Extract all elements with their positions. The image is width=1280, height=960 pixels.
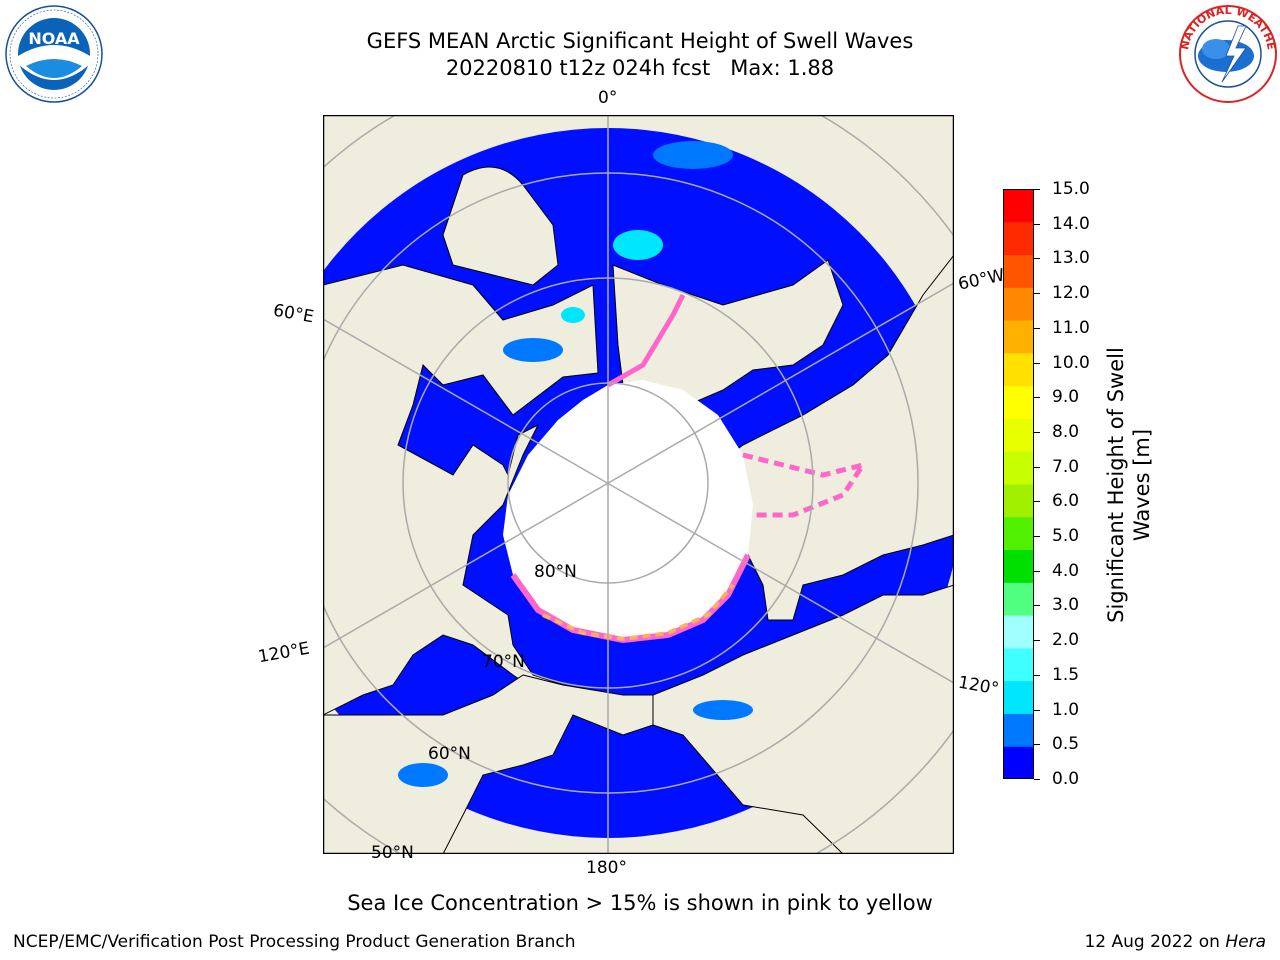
national-weather-service-logo: NATIONAL WEATHER SERVICE [1176,4,1278,103]
colorbar-tick-mark [1034,570,1040,572]
colorbar-segment [1003,582,1034,616]
sea-ice-edge-canadian-archipelago [742,452,869,518]
footer-machine: Hera [1225,932,1266,952]
colorbar-tick-label: 12.0 [1052,283,1090,304]
colorbar-segment [1003,418,1034,452]
colorbar-segment [1003,680,1034,714]
colorbar-segment [1003,221,1034,256]
colorbar-tick-mark [1034,293,1040,295]
swell-highlight-barents-sea [561,307,585,323]
colorbar-segment [1003,189,1034,223]
colorbar-tick-label: 11.0 [1052,317,1090,338]
colorbar-tick-mark [1034,779,1040,780]
scandinavia-landmass [442,166,559,286]
colorbar-label: Significant Height of Swell Waves [m] [1104,347,1154,623]
parallel-label-50n: 50°N [371,843,414,863]
colorbar-segment [1003,549,1034,583]
colorbar-tick-mark [1034,327,1040,329]
swell-patch-4 [693,700,753,720]
colorbar-tick-mark [1034,223,1040,225]
colorbar-tick-mark [1034,605,1040,607]
meridian-label-120w: 120° [956,672,1001,700]
svg-text:NOAA: NOAA [28,29,80,48]
polar-stereographic-map [323,115,954,854]
colorbar-segment [1003,254,1034,288]
colorbar-tick-mark [1034,501,1040,503]
graticule [323,115,954,854]
swell-patch-1 [653,141,733,169]
arctic-sea-ice [503,380,753,640]
colorbar-segment [1003,484,1034,518]
parallel-label-60n: 60°N [428,744,471,764]
swell-patch-2 [503,338,563,362]
colorbar-segment [1003,287,1034,321]
colorbar-tick-label: 15.0 [1052,179,1090,199]
colorbar-border [1003,189,1034,779]
colorbar-segment [1003,385,1034,419]
sea-ice-edge-orange [542,583,735,642]
colorbar-tick-mark [1034,744,1040,746]
colorbar-tick-mark [1034,640,1040,642]
colorbar-tick-label: 10.0 [1052,352,1090,373]
sea-ice-edge-pink-north [606,293,686,388]
sea-ice-note: Sea Ice Concentration > 15% is shown in … [347,891,933,915]
colorbar-tick-mark [1034,466,1040,468]
colorbar-segment [1003,352,1034,387]
parallel-label-80n: 80°N [534,562,577,582]
colorbar-tick-mark [1034,536,1040,538]
footer-date-text: 12 Aug 2022 on [1084,932,1226,952]
footer-date: 12 Aug 2022 on Hera [1084,932,1266,952]
colorbar-segment [1003,615,1034,649]
swell-highlight-norwegian-sea [613,230,663,260]
colorbar-tick-label: 6.0 [1052,491,1080,512]
siberia-east-landmass [323,674,654,854]
chart-subtitle-forecast: 20220810 t12z 024h fcst Max: 1.88 [445,56,835,80]
eurasia-landmass [323,264,599,716]
colorbar-tick-label: 7.0 [1052,456,1080,477]
colorbar-tick-mark [1034,709,1040,711]
meridian-label-180: 180° [586,858,627,878]
chart-title: GEFS MEAN Arctic Significant Height of S… [366,29,914,53]
colorbar-tick-mark [1034,674,1040,676]
colorbar-segment [1003,746,1034,779]
colorbar-tick-label: 1.0 [1052,699,1080,720]
colorbar [1003,189,1034,779]
colorbar-tick-mark [1034,189,1040,190]
colorbar-tick-mark [1034,362,1040,364]
colorbar-tick-mark [1034,258,1040,260]
north-america-landmass [702,254,954,621]
colorbar-segment [1003,451,1034,485]
colorbar-segment [1003,647,1034,682]
meridian-label-60w: 60°W [956,265,1007,295]
meridian-label-0: 0° [598,88,618,108]
colorbar-tick-label: 0.5 [1052,734,1080,755]
parallel-label-70n: 70°N [482,652,525,672]
meridian-60e-120w [323,318,954,684]
colorbar-tick-label: 8.0 [1052,421,1080,442]
colorbar-tick-mark [1034,431,1040,433]
meridian-60w-120e [323,282,954,649]
colorbar-tick-label: 9.0 [1052,387,1080,408]
colorbar-segment [1003,516,1034,551]
footer-producer: NCEP/EMC/Verification Post Processing Pr… [13,932,576,952]
meridian-label-60e: 60°E [271,300,316,328]
noaa-logo: NOAA [5,5,103,103]
colorbar-tick-label: 13.0 [1052,248,1090,269]
colorbar-tick-mark [1034,397,1040,399]
colorbar-tick-label: 3.0 [1052,595,1080,616]
colorbar-tick-label: 2.0 [1052,630,1080,651]
colorbar-tick-label: 14.0 [1052,213,1090,234]
colorbar-tick-label: 5.0 [1052,526,1080,547]
colorbar-tick-label: 0.0 [1052,769,1080,789]
colorbar-segment [1003,713,1034,747]
colorbar-tick-label: 1.5 [1052,664,1080,685]
colorbar-segment [1003,320,1034,354]
colorbar-tick-label: 4.0 [1052,560,1080,581]
alaska-siberia-landmass [652,584,954,854]
meridian-label-120e: 120°E [256,638,312,668]
swell-patch-3 [398,763,448,787]
